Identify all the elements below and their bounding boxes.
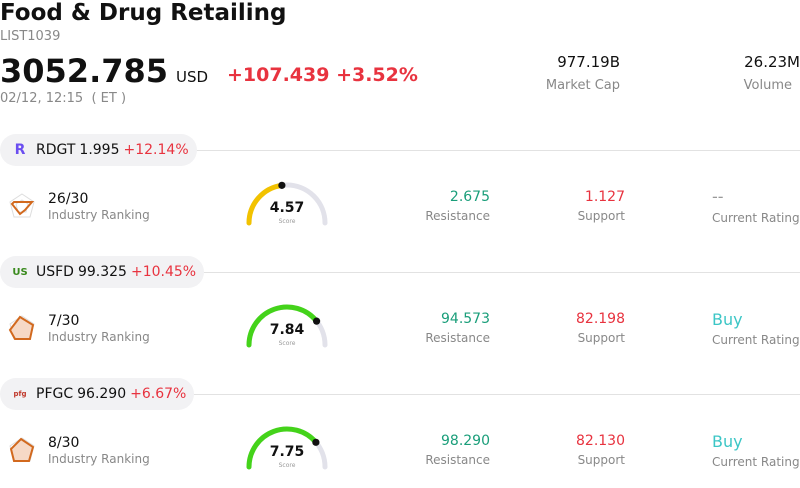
current-rating-value: -- [712,187,724,206]
score-gauge-marker [312,317,321,325]
stock-symbol: PFGC [36,386,74,402]
market-cap-value: 977.19B [557,53,620,71]
score-label: Score [278,218,296,225]
stock-chip-pfgc[interactable]: pfg PFGC 96.290 +6.67% [0,378,195,410]
stock-symbol: RDGT [36,142,76,158]
score-gauge: 7.84 Score [244,298,330,358]
industry-rank-value: 26/30 [48,191,89,207]
stock-price: 96.290 [77,386,127,402]
score-value: 4.57 [269,200,305,216]
support-label: Support [577,331,625,345]
industry-rank-value: 7/30 [48,313,80,329]
stock-change: +10.45% [130,264,197,280]
current-rating-value: Buy [712,432,743,451]
current-rating-label: Current Rating [712,211,800,225]
currency-label: USD [176,68,209,86]
stock-change: +6.67% [130,386,187,402]
volume-value: 26.23M [744,53,800,71]
score-gauge-fill [246,304,320,348]
score-gauge-marker [278,181,286,189]
industry-rank-label: Industry Ranking [48,330,150,344]
resistance-label: Resistance [425,453,490,467]
page-title: Food & Drug Retailing [0,0,287,26]
divider [190,150,800,151]
stock-price: 1.995 [79,142,120,158]
pfgc-logo-icon: pfg [13,390,27,398]
market-cap-label: Market Cap [545,78,620,93]
support-value: 82.198 [576,311,625,327]
score-gauge: 7.75 Score [244,420,330,480]
stock-price: 99.325 [77,264,127,280]
current-rating-label: Current Rating [712,333,800,347]
radar-chart-icon [8,436,36,464]
divider [194,394,800,395]
score-gauge: 4.57 Score [244,176,330,236]
industry-rank-label: Industry Ranking [48,452,150,466]
usfd-logo-icon: US [12,266,28,278]
score-gauge-fill [246,426,319,470]
index-code: LIST1039 [0,29,61,44]
stock-chip-rdgt[interactable]: R RDGT 1.995 +12.14% [0,134,197,166]
volume-label: Volume [743,78,792,93]
score-gauge-marker [312,438,320,446]
timestamp: 02/12, 12:15 ( ET ) [0,91,127,106]
score-label: Score [278,340,296,347]
rdgt-logo-icon: R [14,142,26,158]
resistance-value: 2.675 [449,189,490,205]
stock-chip-usfd[interactable]: US USFD 99.325 +10.45% [0,256,205,288]
index-price: 3052.785 [0,52,169,90]
divider [204,272,800,273]
current-rating-label: Current Rating [712,455,800,469]
current-rating-value: Buy [712,310,743,329]
stock-change: +12.14% [123,142,189,158]
support-value: 1.127 [584,189,625,205]
industry-rank-label: Industry Ranking [48,208,150,222]
support-label: Support [577,453,625,467]
radar-chart-icon [8,192,36,220]
score-gauge-fill [246,182,285,226]
resistance-value: 98.290 [441,433,490,449]
support-label: Support [577,209,625,223]
resistance-label: Resistance [425,331,490,345]
stock-symbol: USFD [36,264,74,280]
score-label: Score [278,462,296,469]
resistance-value: 94.573 [441,311,490,327]
support-value: 82.130 [576,433,625,449]
score-value: 7.75 [269,444,305,460]
industry-rank-value: 8/30 [48,435,80,451]
resistance-label: Resistance [425,209,490,223]
radar-chart-icon [8,314,36,342]
score-value: 7.84 [269,322,305,338]
index-change: +107.439 +3.52% [227,64,418,86]
